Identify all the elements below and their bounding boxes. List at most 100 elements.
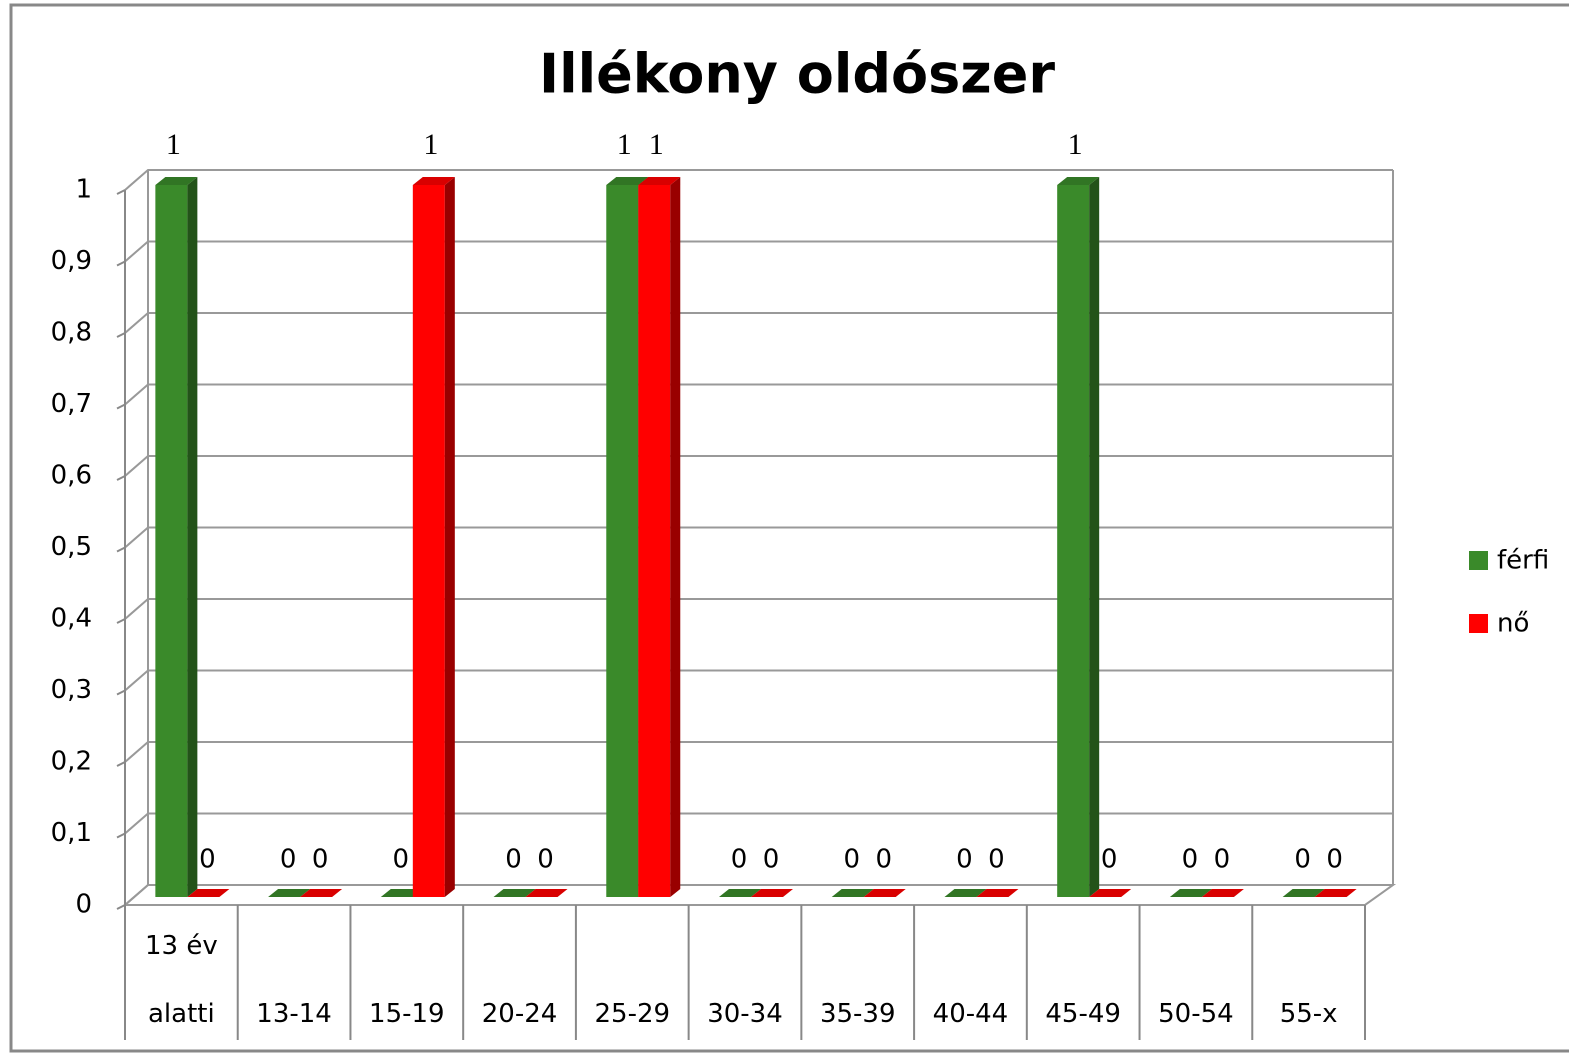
data-label: 0 (1214, 845, 1231, 875)
x-tick-label-box: 30-34 (707, 999, 783, 1029)
data-label: 0 (731, 845, 748, 875)
x-tick-label: 15-19 (369, 999, 445, 1029)
data-label: 0 (875, 845, 892, 875)
bar-top (380, 889, 423, 897)
y-tick-label: 0,7 (51, 389, 92, 419)
x-tick-label-box: 45-49 (1045, 999, 1121, 1029)
y-tick-label: 0,8 (51, 318, 92, 348)
data-label: 0 (1101, 845, 1118, 875)
grid-line (124, 741, 1393, 763)
data-label: 0 (199, 845, 216, 875)
x-tick-label-box: 25-29 (594, 999, 671, 1029)
bar (493, 889, 536, 897)
bar (525, 889, 568, 897)
y-tick-label: 0,4 (51, 604, 92, 634)
y-tick (116, 475, 126, 481)
bar-front (606, 185, 639, 897)
y-tick-label: 0,6 (51, 461, 92, 491)
grid-line (124, 312, 1393, 334)
bar (976, 889, 1019, 897)
bar (187, 889, 230, 897)
data-label: 0 (505, 845, 522, 875)
y-tick-label: 0,5 (51, 532, 92, 562)
bar-top (493, 889, 536, 897)
data-label: 0 (393, 845, 410, 875)
data-label: 0 (1182, 845, 1199, 875)
x-tick-label: 45-49 (1045, 999, 1121, 1029)
x-tick-label-box: 50-54 (1158, 999, 1234, 1029)
grid-line (124, 812, 1393, 835)
x-tick-label: 30-34 (707, 999, 783, 1029)
bar-top (638, 177, 681, 185)
grid-line (124, 383, 1393, 406)
bar (1089, 889, 1132, 897)
y-tick (116, 904, 126, 910)
x-tick-label: 20-24 (481, 999, 558, 1029)
bar (944, 889, 987, 897)
data-label: 0 (1294, 845, 1311, 875)
bar-top (606, 177, 649, 185)
bar (300, 889, 343, 897)
legend-label: férfi (1497, 546, 1549, 576)
bar (638, 177, 681, 897)
bar (380, 889, 423, 897)
bar (831, 889, 874, 897)
x-tick-label-box: 55-x (1279, 999, 1338, 1029)
y-tick (116, 761, 126, 767)
x-tick-label-box: 13 év alatti (145, 931, 218, 1029)
bar (719, 889, 761, 897)
bar (1282, 889, 1325, 897)
bar-top (751, 889, 793, 897)
grid-line (124, 526, 1393, 549)
y-tick-label: 0,9 (51, 246, 92, 276)
grid-line (124, 240, 1393, 263)
y-tick-label: 1 (75, 175, 92, 205)
data-label: 0 (763, 845, 780, 875)
x-tick-label: 25-29 (594, 999, 671, 1029)
bar-top (719, 889, 761, 897)
y-tick (116, 546, 126, 553)
legend-swatch (1469, 614, 1488, 633)
y-tick-label: 0,2 (51, 747, 92, 777)
grid-line (124, 169, 1393, 191)
bar-side (1089, 177, 1100, 897)
x-tick-label: 35-39 (819, 999, 896, 1029)
bar-top (1089, 889, 1132, 897)
chart-title: Illékony oldószer (539, 43, 1055, 106)
y-tick (116, 618, 126, 624)
x-tick-label-box: 35-39 (819, 999, 896, 1029)
bar-front (155, 185, 188, 897)
x-tick-label-box: 20-24 (481, 999, 558, 1029)
bar-front (1057, 185, 1090, 897)
data-label: 0 (312, 845, 329, 875)
bar-top (1282, 889, 1325, 897)
bar-top (412, 177, 455, 185)
bar (1057, 177, 1100, 897)
data-label: 0 (956, 845, 973, 875)
data-label: 1 (166, 128, 181, 161)
data-label: 0 (843, 845, 860, 875)
data-label: 1 (649, 128, 664, 161)
bar (863, 889, 906, 897)
y-tick (116, 260, 126, 267)
data-label: 1 (1068, 128, 1083, 161)
bar-top (187, 889, 230, 897)
grid-line (124, 884, 1393, 906)
x-tick-label-box: 40-44 (932, 999, 1009, 1029)
y-tick-label: 0 (75, 890, 92, 920)
bar (155, 177, 198, 897)
x-tick-label: 50-54 (1158, 999, 1234, 1029)
y-tick-label: 0,3 (51, 675, 92, 705)
bar-top (976, 889, 1019, 897)
legend-label: nő (1497, 609, 1529, 639)
bar-front (412, 185, 445, 897)
data-label: 1 (423, 128, 438, 161)
data-label: 1 (617, 128, 632, 161)
y-tick (116, 689, 126, 696)
legend-swatch (1469, 551, 1488, 570)
bar-top (268, 889, 311, 897)
bar (268, 889, 311, 897)
grid-line (124, 669, 1393, 692)
x-tick-label: 55-x (1279, 999, 1338, 1029)
x-tick-label: 40-44 (932, 999, 1009, 1029)
